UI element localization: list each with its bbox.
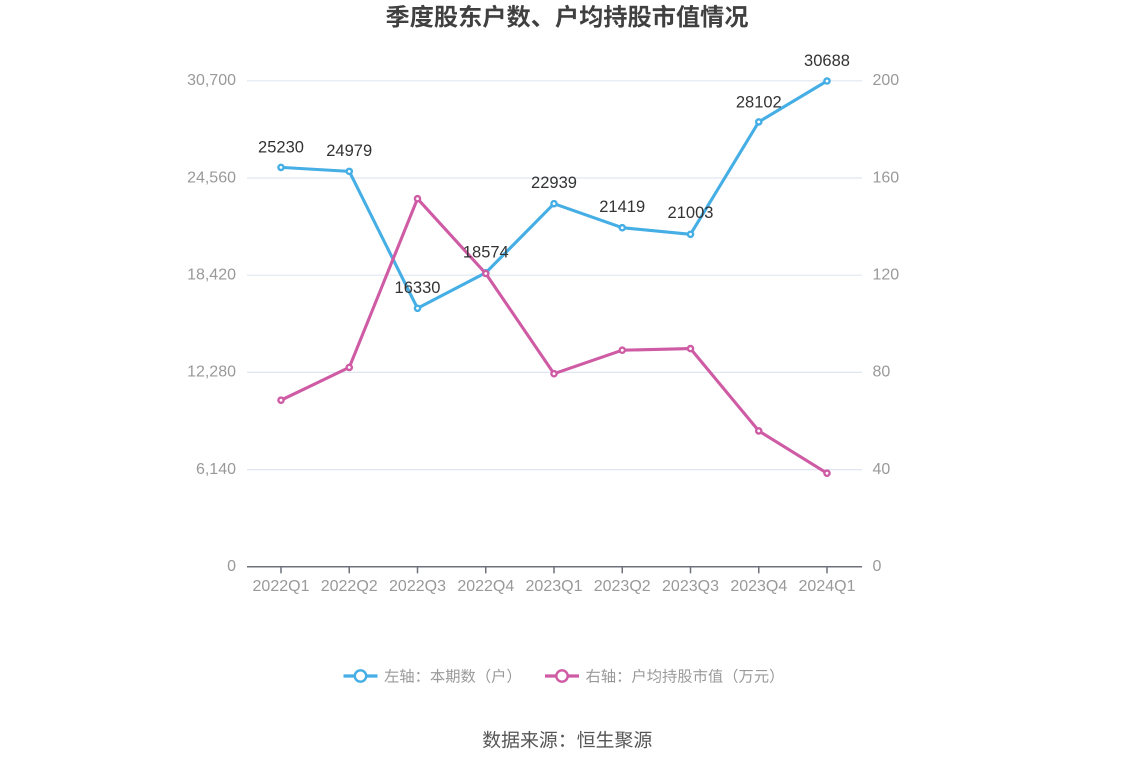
svg-text:2022Q1: 2022Q1	[253, 578, 310, 595]
svg-text:0: 0	[873, 558, 882, 575]
svg-text:2022Q4: 2022Q4	[457, 578, 514, 595]
svg-text:30688: 30688	[804, 52, 850, 70]
svg-text:2023Q1: 2023Q1	[526, 578, 583, 595]
svg-text:40: 40	[873, 461, 891, 478]
svg-text:2023Q2: 2023Q2	[594, 578, 651, 595]
svg-text:21419: 21419	[599, 198, 645, 216]
svg-text:30,700: 30,700	[187, 72, 236, 89]
svg-text:120: 120	[873, 267, 900, 284]
svg-text:24979: 24979	[326, 142, 372, 160]
svg-text:18574: 18574	[463, 243, 509, 261]
svg-text:25230: 25230	[258, 138, 304, 156]
svg-text:2022Q2: 2022Q2	[321, 578, 378, 595]
svg-text:2022Q3: 2022Q3	[389, 578, 446, 595]
svg-text:2024Q1: 2024Q1	[799, 578, 856, 595]
svg-text:28102: 28102	[736, 94, 782, 112]
svg-text:2023Q4: 2023Q4	[730, 578, 787, 595]
svg-text:0: 0	[227, 558, 236, 575]
svg-text:18,420: 18,420	[187, 267, 236, 284]
svg-text:160: 160	[873, 169, 900, 186]
svg-text:200: 200	[873, 72, 900, 89]
svg-text:24,560: 24,560	[187, 169, 236, 186]
svg-text:21003: 21003	[668, 204, 714, 222]
svg-text:2023Q3: 2023Q3	[662, 578, 719, 595]
svg-text:80: 80	[873, 364, 891, 381]
svg-text:22939: 22939	[531, 174, 577, 192]
svg-text:16330: 16330	[395, 279, 441, 297]
svg-text:12,280: 12,280	[187, 364, 236, 381]
svg-text:6,140: 6,140	[196, 461, 236, 478]
